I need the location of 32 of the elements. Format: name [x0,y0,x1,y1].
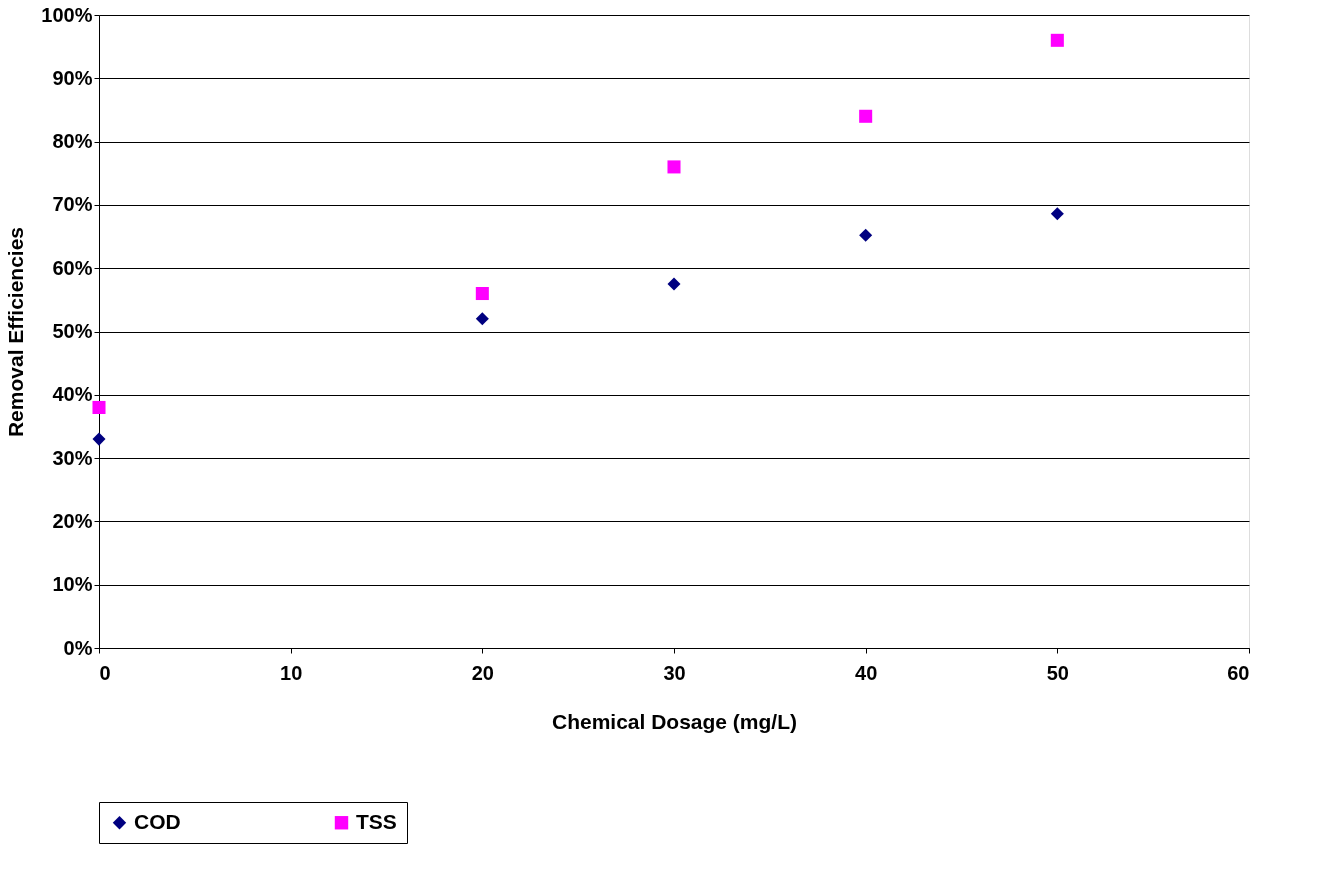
point [667,277,681,291]
point [475,312,489,326]
point [1050,33,1064,47]
x-tick-label: 10 [280,661,303,684]
x-axis-title: Chemical Dosage (mg/L) [551,709,798,733]
legend-label: TSS [356,809,397,833]
y-tick-label: 50% [52,320,93,342]
y-tick-label: 30% [52,446,93,469]
y-tick-label: 60% [52,256,93,279]
y-tick-label: 80% [52,130,93,153]
point [475,287,489,301]
x-tick-label: 60 [1227,661,1250,684]
point [92,432,106,446]
y-tick-label: 10% [52,573,93,596]
x-tick-label: 20 [471,661,494,684]
point [859,109,873,123]
x-tick-label: 50 [1046,661,1069,684]
y-tick-label: 90% [52,66,93,89]
point [859,228,873,242]
y-tick-label: 20% [52,509,93,532]
y-tick-label: 70% [52,193,93,216]
y-tick-label: 0% [63,636,93,659]
point [667,160,681,174]
y-axis-title: Removal Efficiencies [4,226,28,438]
x-tick-label: 0 [99,661,111,684]
point [1050,207,1064,221]
y-tick-label: 40% [52,383,93,406]
x-tick-label: 40 [855,661,878,684]
x-tick-label: 30 [663,661,686,684]
legend-label: COD [134,809,181,833]
y-tick-label: 100% [41,3,93,26]
point [92,400,106,414]
